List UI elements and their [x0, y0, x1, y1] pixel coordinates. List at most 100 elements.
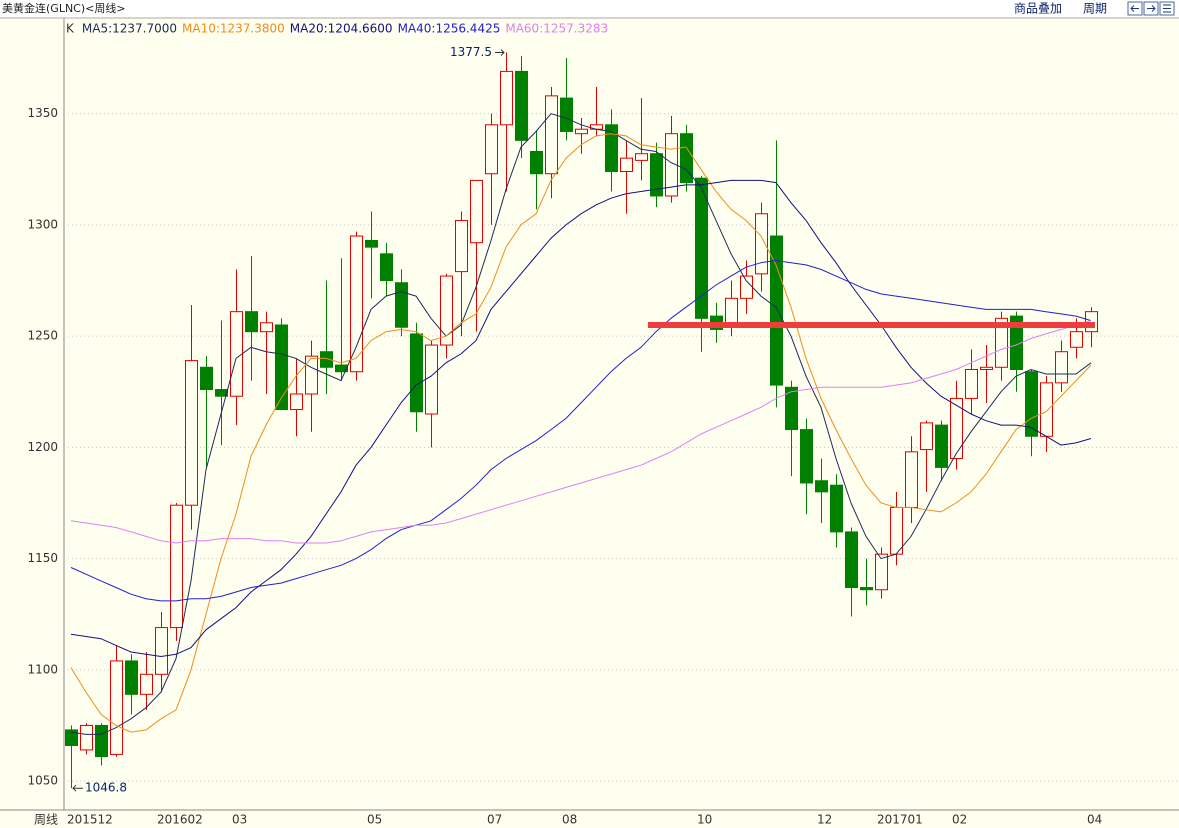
ma-line: [70, 179, 1092, 658]
x-tick-label: 07: [487, 813, 502, 827]
candle-body: [155, 627, 168, 675]
min-arrow: [72, 784, 83, 792]
candle-body: [575, 128, 588, 135]
candle-body: [860, 587, 873, 591]
icon-right-arrow: [1147, 5, 1156, 12]
candle-body: [650, 153, 663, 197]
candle-body: [500, 70, 513, 126]
candle-body: [275, 324, 288, 411]
period-button[interactable]: 周期: [1083, 2, 1107, 16]
candle-body: [1040, 382, 1053, 437]
candle-body: [110, 660, 123, 755]
y-tick-label: 1100: [27, 662, 58, 676]
candle-body: [380, 253, 393, 282]
candle-body: [125, 660, 138, 695]
candle-body: [1070, 331, 1083, 348]
candle-body: [230, 311, 243, 397]
legend-entry: MA20:1204.6600: [290, 22, 393, 36]
legend-k: K: [66, 22, 75, 36]
icon-left-arrow: [1130, 5, 1139, 12]
y-tick-label: 1150: [27, 551, 58, 565]
legend-entry: MA5:1237.7000: [82, 22, 177, 36]
candles: [65, 52, 1098, 789]
candle-body: [305, 355, 318, 395]
candle-body: [785, 386, 798, 431]
candle-body: [995, 317, 1008, 368]
x-tick-label: 10: [697, 813, 712, 827]
max-arrow: [495, 49, 505, 56]
candle-body: [755, 213, 768, 275]
candle-body: [815, 480, 828, 493]
y-tick-label: 1350: [27, 106, 58, 120]
candle-body: [620, 157, 633, 173]
candle-body: [905, 451, 918, 508]
candle-body: [365, 239, 378, 248]
candle-body: [95, 724, 108, 758]
overlay-button[interactable]: 商品叠加: [1014, 1, 1062, 16]
candle-body: [470, 179, 483, 244]
candle-body: [545, 95, 558, 175]
candle-body: [635, 153, 648, 161]
ma-line: [70, 113, 1092, 735]
candle-body: [425, 344, 438, 415]
x-tick-label: 05: [367, 813, 382, 827]
candle-body: [350, 235, 363, 373]
candle-body: [740, 275, 753, 299]
x-tick-label: 201512: [67, 813, 113, 827]
candle-body: [215, 389, 228, 397]
candle-body: [260, 322, 273, 333]
x-tick-label: 02: [952, 813, 967, 827]
y-tick-label: 1050: [27, 774, 58, 788]
chart-title: 美黄金连(GLNC)<周线>: [2, 1, 126, 15]
legend-entry: MA10:1237.3800: [182, 22, 285, 36]
candle-body: [800, 429, 813, 484]
candle-body: [950, 397, 963, 459]
x-tick-label: 12: [817, 813, 832, 827]
ma-line: [70, 320, 1092, 544]
candle-body: [440, 275, 453, 346]
x-tick-label: 04: [1087, 813, 1102, 827]
icon-layout-lines: [1163, 4, 1171, 13]
candle-body: [290, 393, 303, 411]
y-tick-label: 1200: [27, 440, 58, 454]
candle-body: [1010, 315, 1023, 371]
x-tick-label: 03: [232, 813, 247, 827]
candle-body: [1055, 351, 1068, 384]
candle-body: [455, 219, 468, 273]
candle-body: [485, 124, 498, 175]
candle-body: [695, 177, 708, 319]
x-tick-label: 201701: [877, 813, 923, 827]
legend-entry: MA40:1256.4425: [398, 22, 501, 36]
candle-body: [515, 70, 528, 141]
header-bar: [0, 0, 1179, 18]
candle-body: [335, 364, 348, 373]
candle-body: [410, 333, 423, 413]
candle-body: [875, 553, 888, 591]
max-label: 1377.5: [450, 45, 492, 59]
candle-body: [245, 311, 258, 333]
candle-body: [80, 724, 93, 751]
legend-entry: MA60:1257.3283: [505, 22, 608, 36]
candle-body: [200, 366, 213, 391]
candle-body: [320, 351, 333, 368]
candle-body: [845, 531, 858, 589]
candle-body: [605, 124, 618, 173]
candle-body: [65, 729, 78, 746]
candle-body: [560, 97, 573, 132]
x-tick-label: 08: [562, 813, 577, 827]
x-tick-label: 201602: [157, 813, 203, 827]
candle-body: [530, 150, 543, 175]
ma-line: [70, 133, 1092, 733]
candle-body: [395, 282, 408, 328]
period-label: 周线: [34, 813, 58, 827]
nav-icons: [1127, 1, 1175, 16]
candle-body: [890, 506, 903, 555]
candle-body: [830, 484, 843, 533]
min-label: 1046.8: [85, 781, 127, 795]
candle-body: [680, 133, 693, 184]
ma-line: [70, 259, 1092, 602]
candle-body: [980, 366, 993, 371]
candle-body: [185, 360, 198, 506]
